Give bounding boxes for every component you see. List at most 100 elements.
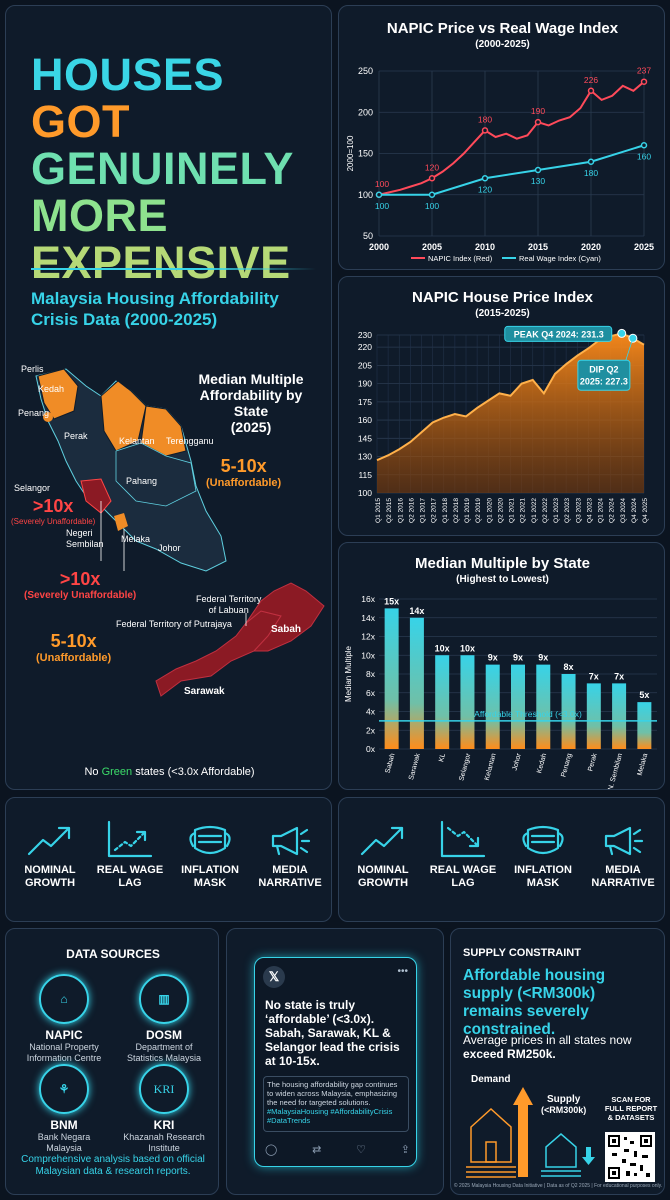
- social-post-panel: 𝕏 ••• No state is truly ‘affordable’ (<3…: [226, 928, 444, 1195]
- chart1-data-label: 100: [425, 201, 439, 211]
- label-melaka: Melaka: [121, 534, 151, 544]
- label-sarawak: Sarawak: [184, 686, 225, 697]
- chart2-xtick: Q1 2024: [598, 498, 605, 523]
- trending-up-icon: [10, 820, 90, 864]
- face-mask-icon: [503, 820, 583, 864]
- chart3-bar: [511, 664, 525, 749]
- share-icon[interactable]: ⇪: [400, 1144, 410, 1156]
- chart3-bar: [384, 608, 399, 749]
- label-selangor: Selangor: [14, 483, 51, 493]
- hero-line-2: GENUINELY: [31, 143, 294, 194]
- sources-footer-1: Comprehensive analysis based on official: [21, 1154, 205, 1165]
- chart3-value-label: 5x: [639, 690, 649, 700]
- dosm-logo-icon: ▥: [139, 974, 189, 1024]
- concept-media: MEDIA NARRATIVE: [250, 820, 330, 890]
- callout-severe-2-small: (Severely Unaffordable): [24, 590, 137, 601]
- chart1-point: [428, 191, 436, 198]
- chart3-ytick: 10x: [361, 650, 375, 660]
- chart3-xtick: KL: [438, 753, 447, 763]
- chart2-xtick: Q2 2015: [386, 498, 393, 523]
- label-labuan-2: of Labuan: [208, 605, 249, 615]
- label-perlis: Perlis: [21, 364, 44, 374]
- scan-label: SCAN FOR FULL REPORT & DATASETS: [604, 1095, 658, 1122]
- chart3-xtick: Kedah: [536, 753, 548, 774]
- chart1-point: [481, 127, 489, 134]
- chart-state-multiple-panel: Median Multiple by State (Highest to Low…: [338, 542, 665, 790]
- hero-title: HOUSES GOT GENUINELY MORE EXPENSIVE: [31, 51, 321, 286]
- chart3-ytick: 4x: [366, 707, 376, 717]
- hero-divider: [31, 268, 316, 270]
- chart2-ytick: 205: [358, 360, 372, 370]
- chart2-ytick: 160: [358, 415, 372, 425]
- sabah-shape: [245, 582, 325, 652]
- callout-unaffordable-2: 5-10x (Unaffordable): [36, 631, 111, 664]
- source-bnm-abbr: BNM: [50, 1118, 78, 1132]
- chart2-ytick: 230: [358, 330, 372, 340]
- chart2-xtick: Q2 2023: [564, 498, 571, 523]
- chart1-data-label: 160: [637, 151, 651, 161]
- chart3-value-label: 7x: [614, 671, 624, 681]
- bnm-logo-icon: ⚘: [39, 1064, 89, 1114]
- chart2-xtick: Q3 2023: [575, 498, 582, 523]
- concept-label: LAG: [451, 877, 475, 889]
- repost-icon[interactable]: ⇄: [312, 1144, 322, 1156]
- chart3-subtitle: (Highest to Lowest): [456, 574, 549, 585]
- like-icon[interactable]: ♡: [356, 1144, 366, 1156]
- chart1-legend-wage: Real Wage Index (Cyan): [519, 254, 601, 263]
- chart1-data-label: 226: [584, 75, 598, 85]
- callout-severe-1-small: (Severely Unaffordable): [11, 517, 96, 526]
- pahang-shape: [115, 442, 197, 507]
- callout-unaffordable-1: 5-10x (Unaffordable): [206, 456, 281, 489]
- concept-label: NOMINAL: [357, 864, 409, 876]
- callout-severe-1: >10x (Severely Unaffordable): [11, 496, 95, 526]
- callout-unaffordable-2-small: (Unaffordable): [36, 652, 112, 664]
- source-bnm-l1: Bank Negara: [37, 1132, 91, 1142]
- label-negeri-2: Sembilan: [66, 539, 104, 549]
- callout-severe-1-big: >10x: [32, 496, 74, 516]
- source-dosm: ▥ DOSM Department of Statistics Malaysia: [114, 974, 214, 1064]
- chart3-xtick: Sarawak: [408, 752, 422, 781]
- source-napic-l2: Information Centre: [26, 1053, 102, 1063]
- chart3-threshold-label: Affordable Threshold (<3.0x): [474, 709, 582, 719]
- chart2-xtick: Q2 2021: [520, 498, 527, 523]
- x-logo-icon[interactable]: 𝕏: [263, 966, 285, 988]
- label-sabah: Sabah: [271, 624, 302, 635]
- label-labuan: Federal Territory of Labuan: [196, 594, 261, 616]
- label-negeri: Negeri Sembilan: [66, 528, 104, 550]
- label-kedah: Kedah: [38, 384, 65, 394]
- kedah-shape: [37, 368, 79, 420]
- demand-arrow-icon: [513, 1087, 533, 1177]
- source-napic: ⌂ NAPIC National Property Information Ce…: [14, 974, 114, 1064]
- chart3-bar: [460, 655, 475, 749]
- chart2-ytick: 190: [358, 379, 372, 389]
- chart2-ytick: 100: [358, 488, 372, 498]
- concept-label: MEDIA: [605, 864, 641, 876]
- chart2-xtick: Q2 2016: [408, 498, 415, 523]
- label-negeri-1: Negeri: [66, 528, 93, 538]
- chart2-xtick: Q1 2015: [375, 498, 382, 523]
- chart1-data-label: 180: [584, 168, 598, 178]
- chart2-xtick: Q1 2020: [486, 498, 493, 523]
- chart1-subtitle: (2000-2025): [475, 39, 530, 50]
- supply-panel: SUPPLY CONSTRAINT Affordable housing sup…: [450, 928, 665, 1195]
- qr-code[interactable]: [605, 1132, 655, 1182]
- chart3-xtick: Kelantan: [484, 753, 498, 782]
- label-labuan-1: Federal Territory: [196, 594, 262, 604]
- chart3-ytick: 16x: [361, 594, 375, 604]
- sources-title: DATA SOURCES: [66, 947, 160, 961]
- hero-subtitle-1: Malaysia Housing Affordability: [31, 289, 279, 308]
- hero-line-3: MORE: [31, 190, 168, 241]
- chart3-bar: [409, 617, 424, 749]
- chart3-xtick: Johor: [512, 752, 523, 771]
- chart1-point: [534, 118, 542, 126]
- chart3-bar: [612, 683, 627, 749]
- chart3-bar: [536, 664, 551, 749]
- megaphone-icon: [583, 820, 663, 864]
- page-footer: © 2025 Malaysia Housing Data Initiative …: [453, 1183, 663, 1189]
- chart1-xtick: 2000: [369, 242, 389, 252]
- reply-icon[interactable]: ◯: [265, 1144, 278, 1156]
- more-options-icon[interactable]: •••: [397, 966, 408, 977]
- map-title-1: Median Multiple: [198, 371, 304, 387]
- chart1-point: [587, 87, 595, 95]
- kelantan-shape: [100, 380, 147, 452]
